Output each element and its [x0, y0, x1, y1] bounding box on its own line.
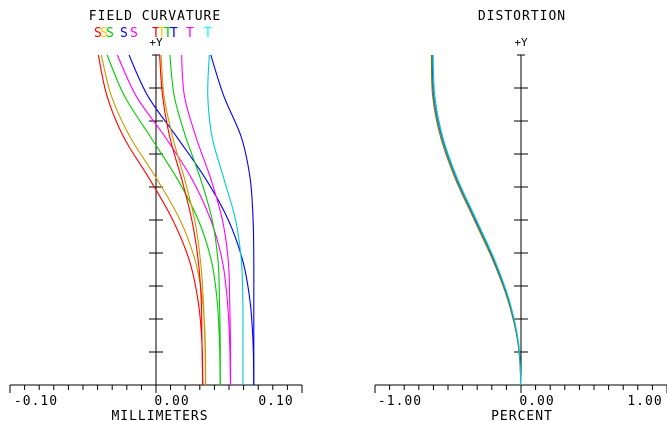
field-curvature-curve-10	[210, 54, 255, 385]
distortion-x-label: PERCENT	[491, 409, 553, 421]
distortion-plot: DISTORTION +Y -1.00 0.00 1.00 PERCENT	[374, 9, 667, 421]
legend-entry-t: T	[158, 26, 166, 41]
field-curvature-title: FIELD CURVATURE	[89, 9, 221, 24]
field-curvature-curve-8	[181, 54, 232, 386]
field-curvature-axes	[9, 54, 303, 393]
field-curvature-curve-4	[128, 54, 255, 386]
distortion-curve-2	[432, 54, 522, 386]
field-curvature-curve-7	[169, 54, 221, 386]
legend-entry-t: T	[152, 26, 160, 41]
field-curvature-x-tick-min: -0.10	[14, 394, 58, 409]
field-curvature-y-label: +Y	[149, 36, 163, 49]
field-curvature-curves	[97, 54, 255, 386]
legend-entry-t: T	[164, 26, 172, 41]
field-curvature-curve-9	[207, 54, 244, 385]
legend-entry-s: S	[120, 26, 128, 41]
distortion-curves	[430, 54, 522, 386]
field-curvature-curve-3	[116, 54, 232, 386]
field-curvature-curve-5	[159, 54, 204, 386]
field-curvature-x-tick-max: 0.10	[258, 394, 293, 409]
legend-entry-s: S	[100, 26, 108, 41]
legend-entry-s: S	[130, 26, 138, 41]
field-curvature-x-label: MILLIMETERS	[111, 409, 208, 421]
distortion-x-tick-max: 1.00	[627, 394, 662, 409]
legend-entry-t: T	[170, 26, 178, 41]
legend-entry-s: S	[106, 26, 114, 41]
distortion-x-tick-min: -1.00	[378, 394, 422, 409]
field-curvature-x-tick-zero: 0.00	[154, 394, 189, 409]
legend-entry-s: S	[94, 26, 102, 41]
field-curvature-curve-2	[106, 54, 221, 386]
legend-entry-t: T	[186, 26, 194, 41]
distortion-axes	[374, 54, 667, 393]
distortion-title: DISTORTION	[478, 9, 566, 24]
legend-entry-t: T	[204, 26, 212, 41]
field-curvature-curve-6	[160, 54, 207, 386]
distortion-x-tick-zero: 0.00	[519, 394, 554, 409]
distortion-y-label: +Y	[514, 36, 528, 49]
